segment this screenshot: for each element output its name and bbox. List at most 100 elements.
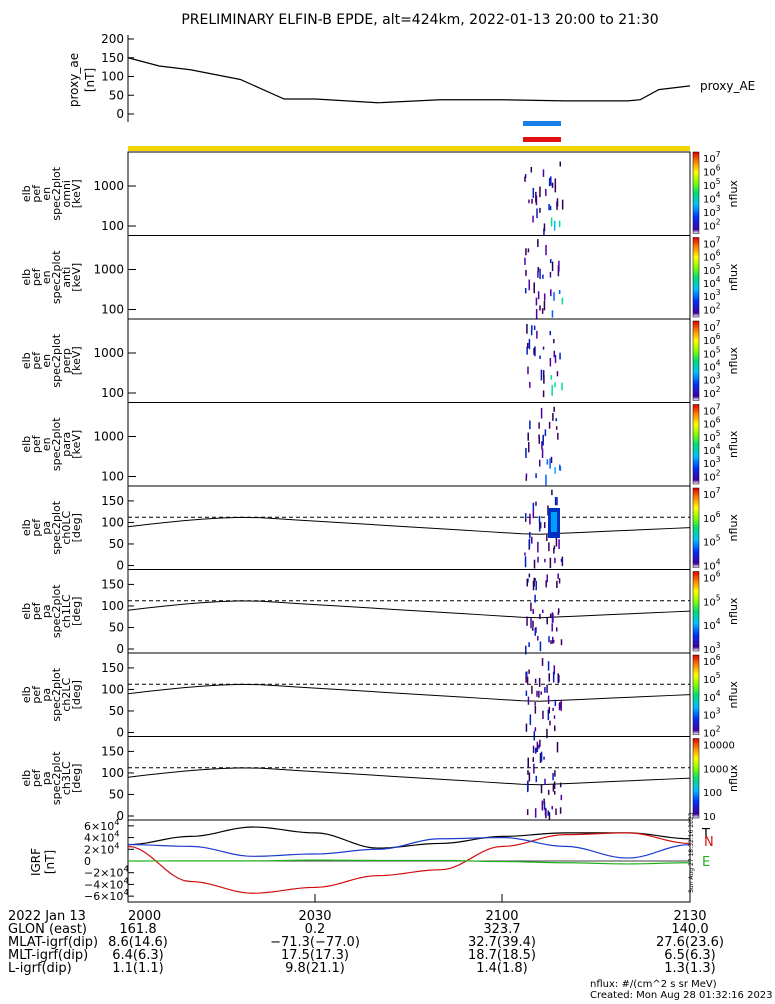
energy-data-mark [537, 291, 540, 300]
pa-data-mark [552, 639, 555, 643]
pa-data-mark [549, 720, 551, 726]
pa-data-mark [552, 773, 554, 781]
igrf-ylabel-unit: [nT] [43, 850, 57, 874]
pa-data-mark [560, 794, 563, 801]
pa-data-mark [524, 516, 527, 522]
pa-data-mark [527, 757, 529, 768]
energy-data-mark [536, 208, 538, 219]
ephemeris-value: 9.8(21.1) [285, 961, 345, 976]
pa-data-mark [551, 806, 553, 810]
pa-data-mark [527, 770, 529, 775]
pa-ytick-label: 100 [101, 515, 124, 529]
energy-panel-frame [127, 402, 691, 487]
colorbar-label: nflux [727, 681, 740, 709]
energy-panel-ylabel: omni [60, 180, 73, 207]
loss-cone-line [127, 516, 691, 535]
pa-data-mark [528, 642, 530, 648]
footer-units: nflux: #/(cm^2 s sr MeV) [590, 979, 717, 990]
pa-data-mark [539, 641, 542, 652]
energy-panel-ylabel: elb [20, 352, 33, 369]
pa-data-mark [559, 807, 562, 814]
energy-data-mark [559, 352, 561, 360]
energy-data-mark [526, 346, 528, 355]
energy-data-mark [531, 198, 533, 204]
colorbar-tick-label: 105 [703, 262, 721, 277]
pa-ytick-label: 50 [109, 537, 124, 551]
pa-panel-ylabel: spec2plot [50, 584, 63, 638]
energy-data-mark [553, 353, 555, 358]
colorbar-tick-label: 1000 [703, 764, 728, 775]
pa-panel-ylabel: spec2plot [50, 667, 63, 721]
igrf-line-blue [127, 836, 691, 859]
ephemeris-value: 32.7(39.4) [468, 935, 536, 950]
pa-data-mark [524, 552, 526, 556]
pa-data-mark [540, 691, 542, 695]
energy-data-mark [553, 220, 556, 231]
igrf-line-N [127, 832, 691, 894]
ae-ylabel: proxy_ae [67, 53, 81, 107]
energy-panel-ylabel: anti [60, 267, 73, 288]
energy-data-mark [549, 205, 552, 211]
colorbar [692, 320, 700, 401]
pa-data-mark [539, 522, 542, 529]
pa-data-mark [558, 703, 561, 711]
colorbar-tick-label: 105 [703, 593, 721, 608]
pa-data-mark [525, 690, 528, 697]
energy-data-mark [542, 274, 544, 279]
ephemeris-value: 6.5(6.3) [664, 948, 716, 963]
energy-data-mark [539, 207, 541, 213]
science-bar-red [523, 137, 561, 142]
pa-ytick-label: 0 [116, 642, 124, 656]
pa-ytick-label: 150 [101, 744, 124, 758]
pa-data-mark [540, 784, 543, 794]
energy-data-mark [558, 260, 560, 272]
pa-data-mark [553, 715, 556, 719]
energy-data-mark [537, 271, 539, 278]
energy-data-mark [535, 308, 538, 320]
igrf-ytick-label: 0 [84, 855, 91, 868]
energy-data-mark [554, 178, 557, 189]
pa-data-mark [531, 627, 534, 631]
pa-data-mark [524, 556, 527, 568]
pa-data-mark [547, 789, 550, 795]
pa-panel-ylabel: pa [40, 521, 53, 535]
colorbar-tick-label: 104 [703, 617, 721, 632]
pa-data-mark [552, 784, 555, 792]
pa-panel-ylabel: [deg] [70, 597, 83, 626]
pa-data-mark [554, 496, 557, 506]
pa-data-mark [548, 812, 551, 820]
energy-data-mark [543, 228, 545, 236]
energy-data-mark [554, 382, 556, 388]
energy-data-mark [524, 257, 526, 265]
pa-data-mark [527, 696, 530, 705]
energy-data-mark [549, 458, 551, 469]
ephemeris-value: 1.4(1.8) [476, 961, 528, 976]
colorbar-tick-label: 103 [703, 288, 721, 303]
colorbar-tick-label: 106 [703, 332, 721, 347]
pa-data-mark [525, 645, 527, 655]
colorbar-tick-label: 104 [703, 689, 721, 704]
energy-data-mark [537, 239, 539, 247]
colorbar-tick-label: 107 [703, 319, 721, 334]
pa-data-mark [552, 707, 554, 711]
pa-panel-frame [127, 736, 691, 821]
energy-data-mark [559, 161, 561, 167]
energy-data-mark [542, 390, 545, 398]
pa-data-mark [541, 800, 544, 811]
colorbar [692, 151, 700, 234]
loss-cone-line [127, 767, 691, 786]
pa-data-mark [534, 678, 537, 683]
pa-data-mark [560, 639, 563, 646]
pa-data-mark [544, 558, 546, 563]
pa-data-mark [555, 808, 557, 816]
pa-ytick-label: 100 [101, 599, 124, 613]
pa-ytick-label: 50 [109, 620, 124, 634]
energy-data-mark [561, 382, 563, 391]
pa-data-mark [543, 522, 546, 529]
pa-ytick-label: 0 [116, 726, 124, 740]
pa-data-mark [539, 739, 541, 747]
energy-data-mark [536, 330, 538, 339]
energy-panel-ylabel: en [40, 270, 53, 284]
pa-data-mark [544, 687, 546, 693]
